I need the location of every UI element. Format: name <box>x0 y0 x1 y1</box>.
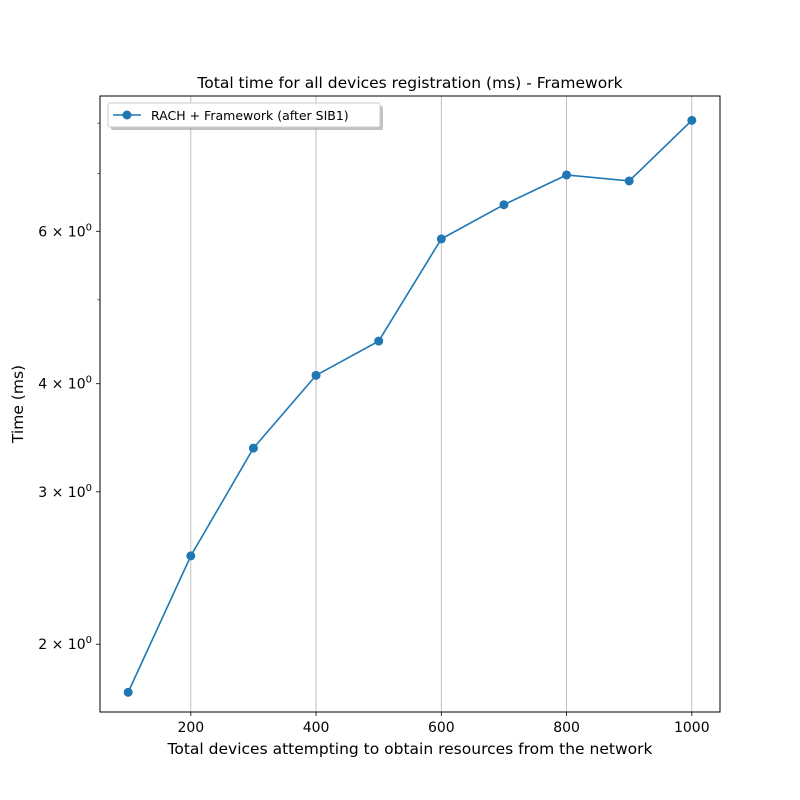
y-tick-label: 6 × 100 <box>38 222 92 240</box>
x-tick-label: 600 <box>428 720 455 736</box>
x-axis-label: Total devices attempting to obtain resou… <box>167 740 653 758</box>
legend-box <box>107 102 381 128</box>
legend-series-label: RACH + Framework (after SIB1) <box>151 108 349 123</box>
legend: RACH + Framework (after SIB1) <box>107 102 383 130</box>
y-tick-label: 3 × 100 <box>38 483 92 501</box>
data-point <box>248 443 258 453</box>
plot-area-frame <box>99 95 721 713</box>
x-axis-ticks: 200 400 600 800 1000 <box>177 712 710 736</box>
data-point <box>186 551 196 561</box>
x-tick-label: 200 <box>177 720 204 736</box>
data-point <box>436 234 446 244</box>
y-tick-label: 2 × 100 <box>38 635 92 653</box>
data-point <box>499 200 509 210</box>
data-point <box>374 336 384 346</box>
y-axis-ticks: 2 × 100 3 × 100 4 × 100 6 × 100 <box>38 122 100 653</box>
y-axis-label: Time (ms) <box>9 365 27 444</box>
x-tick-label: 800 <box>553 720 580 736</box>
data-point <box>562 170 572 180</box>
series-layer <box>123 115 697 697</box>
x-tick-label: 400 <box>303 720 330 736</box>
x-tick-label: 1000 <box>674 720 710 736</box>
data-point <box>624 176 634 186</box>
chart-title: Total time for all devices registration … <box>196 74 622 92</box>
data-point <box>687 115 697 125</box>
y-tick-label: 4 × 100 <box>38 375 92 393</box>
series-line <box>127 119 693 693</box>
data-point <box>311 370 321 380</box>
grid-lines <box>190 96 693 712</box>
data-point <box>123 687 133 697</box>
legend-series-marker <box>122 110 132 120</box>
